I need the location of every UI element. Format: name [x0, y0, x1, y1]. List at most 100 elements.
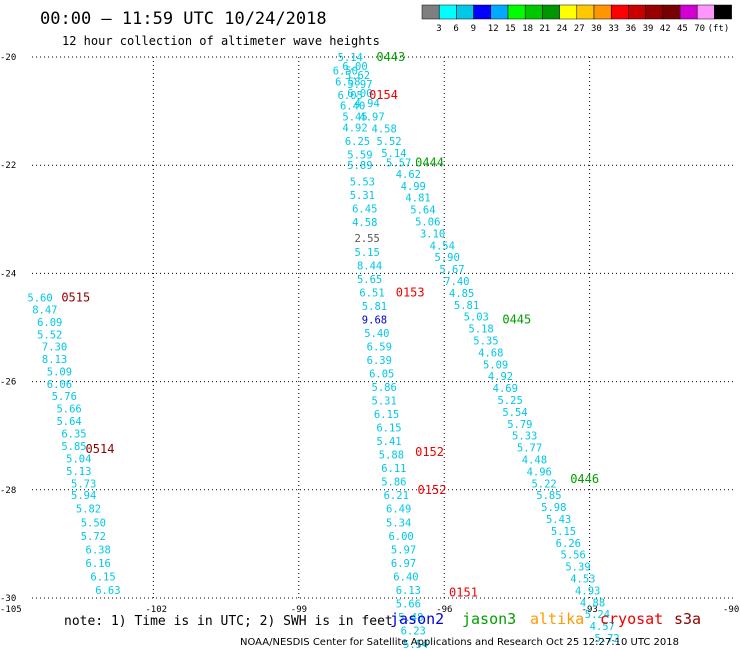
mission-jason3: jason3 [462, 610, 516, 628]
wave-height-point: 4.81 [405, 193, 430, 205]
wave-height-point: 6.15 [374, 409, 399, 421]
legend-label: 39 [643, 24, 654, 34]
wave-height-point: 6.38 [86, 544, 111, 556]
wave-height-point: 5.94 [71, 490, 96, 502]
wave-height-point: 4.69 [493, 383, 518, 395]
wave-height-point: 4.62 [396, 169, 421, 181]
wave-height-point: 5.66 [56, 404, 81, 416]
chart-subtitle: 12 hour collection of altimeter wave hei… [62, 34, 380, 48]
pass-label: 0514 [86, 442, 115, 456]
wave-height-point: 5.97 [347, 79, 372, 91]
wave-height-point: 8.44 [357, 260, 382, 272]
legend-label: 27 [574, 24, 585, 34]
wave-height-point: 6.45 [352, 203, 377, 215]
legend-swatch [456, 4, 474, 20]
x-tick-label: -96 [436, 605, 452, 615]
wave-height-point: 5.09 [47, 366, 72, 378]
wave-height-point: 6.40 [393, 571, 418, 583]
wave-height-point: 5.52 [37, 330, 62, 342]
wave-height-point: 6.97 [391, 558, 416, 570]
legend-label: 42 [660, 24, 671, 34]
y-tick-label: -22 [0, 161, 16, 171]
wave-height-point: 6.00 [347, 88, 372, 100]
wave-height-point: 5.22 [531, 478, 556, 490]
wave-height-point: 4.48 [522, 455, 547, 467]
legend-swatch [524, 4, 543, 20]
legend-swatch [679, 4, 698, 20]
legend-label: 15 [505, 24, 516, 34]
wave-height-point: 5.57 [386, 157, 411, 169]
pass-label: 0443 [376, 50, 405, 64]
legend-label: 70 [694, 24, 705, 34]
wave-height-point: 4.93 [575, 585, 600, 597]
wave-height-point: 6.06 [47, 379, 72, 391]
wave-height-point: 6.15 [90, 571, 115, 583]
wave-height-point: 5.85 [61, 441, 86, 453]
legend-swatch [421, 4, 440, 20]
legend-swatch [473, 4, 492, 20]
wave-height-point: 5.64 [56, 416, 81, 428]
wave-height-point: 6.00 [342, 61, 367, 73]
wave-height-point: 6.59 [367, 341, 392, 353]
x-tick-label: -105 [0, 605, 22, 615]
wave-height-point: 5.73 [71, 478, 96, 490]
legend-swatch [696, 4, 715, 20]
legend-label: 45 [677, 24, 688, 34]
x-tick-label: -99 [291, 605, 307, 615]
wave-height-point: 6.63 [95, 585, 120, 597]
wave-height-point: 6.25 [345, 136, 370, 148]
wave-height-point: 5.09 [483, 359, 508, 371]
chart-title: 00:00 – 11:59 UTC 10/24/2018 [40, 9, 327, 29]
y-tick-label: -26 [0, 378, 16, 388]
pass-label: 0151 [449, 586, 478, 600]
wave-height-point: 5.45 [342, 112, 367, 124]
wave-height-point: 5.79 [507, 419, 532, 431]
pass-label: 0152 [418, 483, 447, 497]
wave-height-point: 5.35 [473, 335, 498, 347]
legend-label: 30 [591, 24, 602, 34]
wave-height-point: 4.85 [449, 288, 474, 300]
legend-swatch [645, 4, 664, 20]
legend-swatch [628, 4, 646, 20]
pass-label: 0445 [502, 312, 531, 326]
wave-height-point: 5.34 [386, 517, 411, 529]
wave-height-point: 5.43 [546, 514, 571, 526]
wave-height-point: 5.86 [381, 477, 406, 489]
wave-height-point: 5.31 [350, 190, 375, 202]
wave-height-point: 5.88 [379, 450, 404, 462]
wave-height-point: 5.85 [536, 490, 561, 502]
color-legend: 3 6 9 12 15 18 21 24 27 30 33 36 39 42 45 70 (ft) [421, 4, 732, 34]
wave-height-point: 5.18 [468, 324, 493, 336]
wave-height-point: 5.15 [551, 526, 576, 538]
wave-height-point: 8.13 [42, 354, 67, 366]
wave-height-point: 6.51 [359, 287, 384, 299]
wave-height-point: 4.96 [527, 466, 552, 478]
wave-height-point: 5.72 [594, 633, 619, 645]
y-tick-label: -30 [0, 594, 16, 604]
wave-height-point: 5.72 [81, 531, 106, 543]
x-tick-label: -90 [723, 605, 739, 615]
wave-height-point: 6.00 [388, 531, 413, 543]
y-tick-label: -24 [0, 269, 16, 279]
wave-height-point: 5.66 [396, 598, 421, 610]
wave-height-point: 4.88 [580, 597, 605, 609]
legend-label: 12 [488, 24, 499, 34]
x-tick-label: -93 [582, 605, 598, 615]
legend-label: 21 [539, 24, 550, 34]
wave-height-point: 5.50 [81, 517, 106, 529]
wave-height-point: 4.54 [430, 240, 455, 252]
wave-height-point: 5.33 [512, 431, 537, 443]
legend-unit: (ft) [708, 24, 730, 34]
wave-height-point: 4.94 [355, 98, 380, 110]
mission-legend: jason2 jason3 altika cryosat s3a [390, 610, 701, 628]
wave-height-point: 4.58 [352, 217, 377, 229]
footer-credit: NOAA/NESDIS Center for Satellite Applica… [240, 637, 679, 648]
wave-height-point: 5.31 [372, 396, 397, 408]
legend-label: 3 [436, 24, 441, 34]
wave-height-point: 5.15 [355, 247, 380, 259]
legend-swatch [662, 4, 681, 20]
wave-height-point: 6.23 [401, 625, 426, 637]
wave-height-point: 5.24 [585, 609, 610, 621]
wave-height-point: 6.15 [376, 423, 401, 435]
y-tick-label: -28 [0, 486, 16, 496]
